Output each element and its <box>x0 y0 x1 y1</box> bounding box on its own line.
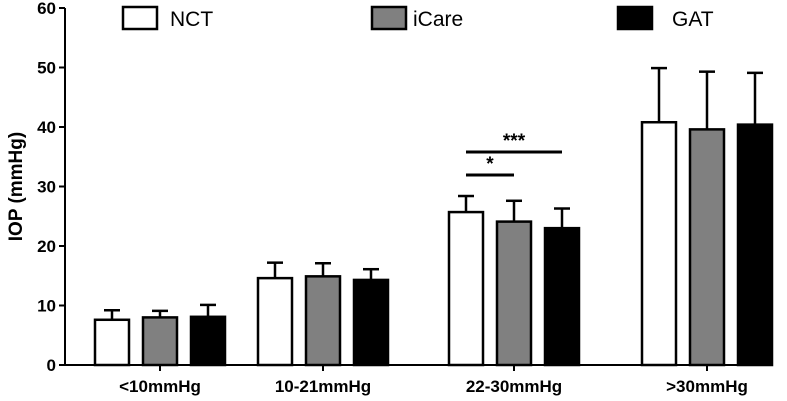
y-tick-label: 0 <box>47 356 56 375</box>
y-tick-label: 60 <box>37 0 56 18</box>
x-category-label: 10-21mmHg <box>275 377 371 396</box>
y-tick-label: 30 <box>37 178 56 197</box>
bar-gat <box>189 315 227 367</box>
labels: 0 10 20 30 40 50 60 IOP (mmHg) <10mmHg 10-21mmHg 2… <box>6 0 748 396</box>
bar-icare <box>688 128 726 367</box>
x-category-label: >30mmHg <box>666 377 748 396</box>
significance-annotations: **** <box>466 131 562 177</box>
bar-gat <box>352 278 390 367</box>
x-category-label: 22-30mmHg <box>466 377 562 396</box>
bar-nct <box>256 276 294 367</box>
y-tick-label: 10 <box>37 297 56 316</box>
bar-nct <box>93 318 131 367</box>
bar-icare <box>304 275 342 367</box>
bar-nct <box>640 120 678 367</box>
y-tick-label: 40 <box>37 118 56 137</box>
significance-label: * <box>486 154 494 175</box>
legend-label-nct: NCT <box>170 8 213 31</box>
bar-nct <box>447 210 485 367</box>
legend-swatch-gat <box>616 5 654 31</box>
legend-swatch-nct <box>121 5 159 31</box>
bar-gat <box>736 123 774 367</box>
bar-icare <box>141 316 179 367</box>
legend-label-icare: iCare <box>413 8 463 31</box>
x-category-label: <10mmHg <box>119 377 201 396</box>
legend-swatch-icare <box>370 5 408 31</box>
y-axis-title: IOP (mmHg) <box>6 132 27 241</box>
legend: NCT iCare GAT <box>121 5 714 31</box>
y-tick-label: 50 <box>37 59 56 78</box>
significance-label: *** <box>503 131 526 152</box>
legend-label-gat: GAT <box>672 8 714 31</box>
bars <box>93 66 774 367</box>
bar-icare <box>495 220 533 367</box>
bar-gat <box>543 226 581 367</box>
y-tick-label: 20 <box>37 237 56 256</box>
